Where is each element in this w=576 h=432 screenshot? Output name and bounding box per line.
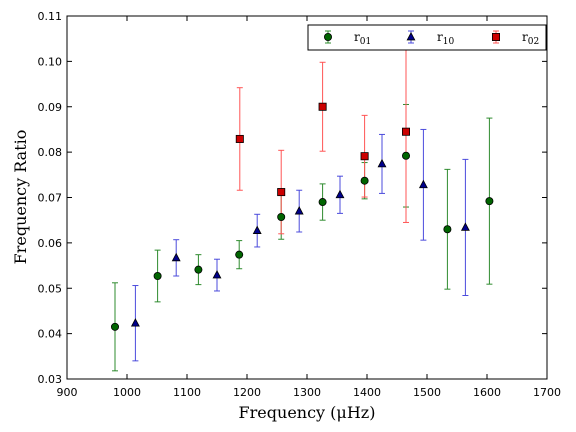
data-point-r02	[318, 102, 327, 111]
x-tick-label: 1700	[533, 386, 561, 399]
x-tick-label: 1300	[293, 386, 321, 399]
x-tick-label: 1400	[353, 386, 381, 399]
data-point-r01	[235, 250, 244, 259]
data-point-r10	[252, 225, 262, 234]
data-point-r02	[235, 134, 244, 143]
x-tick-label: 900	[57, 386, 78, 399]
data-point-r10	[418, 179, 428, 189]
y-tick-label: 0.07	[38, 192, 63, 205]
data-point-r01	[443, 225, 452, 234]
data-point-r01	[111, 322, 120, 331]
y-tick-label: 0.10	[38, 55, 63, 68]
y-tick-label: 0.03	[38, 373, 63, 386]
data-point-r01	[401, 151, 410, 160]
data-point-r10	[377, 158, 387, 168]
legend-box	[307, 24, 547, 51]
data-point-r10	[294, 206, 304, 215]
data-point-r10	[335, 189, 345, 199]
y-tick-label: 0.06	[38, 237, 63, 250]
x-tick-label: 1000	[113, 386, 141, 399]
x-tick-label: 1600	[473, 386, 501, 399]
markers	[111, 102, 494, 331]
y-tick-label: 0.09	[38, 101, 63, 114]
y-tick-label: 0.04	[38, 328, 63, 341]
y-tick-label: 0.08	[38, 146, 63, 159]
x-tick-label: 1500	[413, 386, 441, 399]
data-point-r10	[130, 318, 140, 327]
ticks: 900 1000 1100 1200 1300 1400 1500 1600 1700 0.03 0…	[38, 10, 562, 399]
legend-marker-r10	[406, 31, 416, 41]
legend-marker-r01	[323, 33, 332, 42]
y-tick-label: 0.11	[38, 10, 63, 23]
data-point-r10	[171, 252, 181, 262]
y-tick-label: 0.05	[38, 282, 63, 295]
data-point-r10	[212, 270, 222, 279]
x-tick-label: 1200	[233, 386, 261, 399]
x-axis-title: Frequency (μHz)	[239, 403, 376, 422]
data-point-r02	[277, 188, 286, 197]
data-point-r01	[485, 197, 494, 206]
data-point-r02	[360, 152, 369, 161]
legend-marker-r02	[491, 33, 500, 42]
legend: r01 r10 r02	[307, 24, 547, 51]
y-axis-title: Frequency Ratio	[11, 130, 30, 265]
data-point-r01	[277, 213, 286, 222]
x-tick-label: 1100	[173, 386, 201, 399]
data-point-r01	[153, 271, 162, 280]
data-point-r10	[460, 222, 470, 231]
data-point-r02	[401, 127, 410, 136]
data-point-r01	[360, 176, 369, 185]
plot-area	[66, 15, 548, 380]
data-point-r01	[194, 265, 203, 274]
data-point-r01	[318, 198, 327, 207]
